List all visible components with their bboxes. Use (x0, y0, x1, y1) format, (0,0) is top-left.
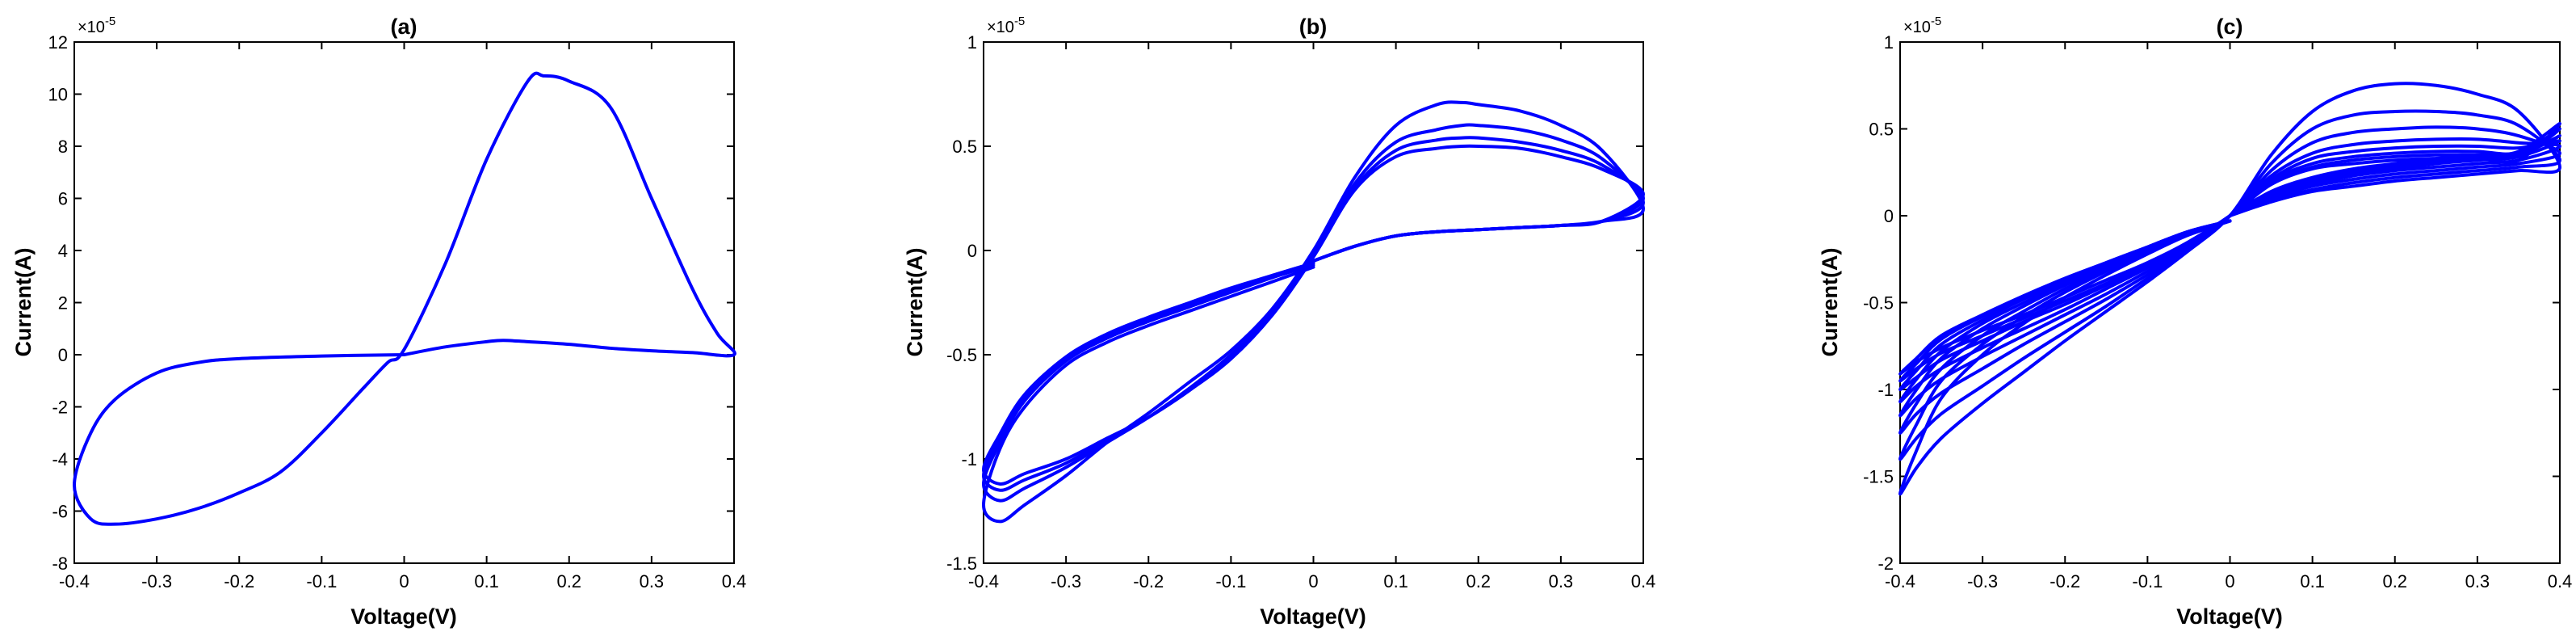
panel-b-x-tick-label: -0.4 (968, 571, 999, 591)
panel-c-x-tick-label: -0.1 (2132, 571, 2163, 591)
panel-a-y-scale-exponent: -5 (105, 15, 115, 28)
panel-b-x-tick-label: 0.2 (1466, 571, 1491, 591)
panel-c-plot-frame (1899, 41, 2561, 564)
panel-c-y-tick-label: 0 (1884, 206, 1894, 226)
panel-a-y-tick-label: -4 (52, 449, 68, 469)
panel-b-y-scale-factor: ×10-5 (987, 15, 1025, 36)
panel-a-y-scale-base: ×10 (78, 19, 105, 36)
panel-b-y-axis-label: Current(A) (903, 248, 927, 357)
panel-c-series-8 (1898, 122, 2561, 376)
panel-a-x-tick-label: -0.4 (59, 571, 90, 591)
panel-b-curves (982, 100, 1645, 524)
panel-c-series-2 (1898, 109, 2561, 461)
panel-b-y-tick-label: 0.5 (952, 137, 977, 157)
panel-a-y-axis-label: Current(A) (11, 248, 36, 357)
panel-a-y-tick-label: 4 (58, 241, 68, 261)
panel-b-y-ticks: -1.5 -1 -0.5 0 0.5 1 (946, 32, 1643, 574)
panel-c-x-ticks: -0.4 -0.3 -0.2 -0.1 0 0.1 0.2 0.3 0.4 (1885, 42, 2572, 591)
panel-c-x-tick-label: 0.1 (2300, 571, 2325, 591)
panel-c-x-tick-label: 0.3 (2465, 571, 2490, 591)
panel-c-series-5 (1898, 139, 2561, 404)
panel-c-y-tick-label: -0.5 (1863, 293, 1894, 314)
panel-a-x-tick-label: -0.2 (224, 571, 254, 591)
panel-c-x-tick-label: 0.4 (2548, 571, 2573, 591)
panel-a-y-tick-label: -2 (52, 398, 68, 418)
panel-b-x-tick-label: 0.4 (1631, 571, 1656, 591)
panel-a-y-tick-label: 8 (58, 137, 68, 157)
panel-a-y-scale-factor: ×10-5 (78, 15, 115, 36)
panel-c-y-scale-base: ×10 (1903, 19, 1931, 36)
panel-a-x-tick-label: 0 (399, 571, 409, 591)
panel-b-y-tick-label: -1.5 (946, 554, 977, 574)
panel-b-y-tick-label: 0 (967, 241, 977, 261)
panel-a-y-tick-label: -8 (52, 554, 68, 574)
panel-a-series-1 (73, 71, 736, 526)
panel-a-x-ticks: -0.4 -0.3 -0.2 -0.1 0 0.1 0.2 0.3 0.4 (59, 42, 746, 591)
panel-b-series-3 (982, 136, 1645, 492)
panel-c-y-tick-label: 1 (1884, 32, 1894, 53)
panel-c-y-axis-label: Current(A) (1818, 248, 1842, 357)
panel-c: -0.4 -0.3 -0.2 -0.1 0 0.1 0.2 0.3 0.4 -2-1.5-1-0… (1818, 15, 2572, 629)
panel-b-series-4 (982, 144, 1645, 486)
panel-c-x-tick-label: 0 (2225, 571, 2234, 591)
panel-a-title: (a) (391, 15, 417, 39)
panel-a-y-tick-label: 6 (58, 189, 68, 209)
panel-a-y-tick-label: 10 (48, 85, 68, 105)
panel-c-y-tick-label: -1 (1877, 380, 1894, 400)
panel-c-y-tick-label: 0.5 (1869, 120, 1894, 140)
panel-b-y-scale-base: ×10 (987, 19, 1014, 36)
panel-a-x-tick-label: 0.1 (474, 571, 499, 591)
panel-a-x-tick-label: 0.3 (640, 571, 665, 591)
panel-b-title: (b) (1299, 15, 1327, 39)
panel-a-x-tick-label: -0.3 (141, 571, 172, 591)
panel-c-y-tick-label: -1.5 (1863, 467, 1894, 487)
panel-c-x-tick-label: -0.2 (2049, 571, 2080, 591)
panel-c-title: (c) (2217, 15, 2243, 39)
panel-b-plot-frame (983, 41, 1644, 564)
panel-b-x-tick-label: 0.1 (1383, 571, 1408, 591)
panel-a: -0.4 -0.3 -0.2 -0.1 0 0.1 0.2 0.3 0.4 -8 -6 -4 -2 0 2… (11, 15, 746, 629)
panel-c-x-tick-label: -0.4 (1885, 571, 1915, 591)
panel-b-x-tick-label: -0.2 (1133, 571, 1164, 591)
panel-c-curves (1898, 82, 2561, 496)
panel-b-x-axis-label: Voltage(V) (1260, 604, 1366, 629)
panel-b-series-2 (982, 123, 1645, 503)
panel-a-x-tick-label: 0.4 (722, 571, 747, 591)
panel-b-y-scale-exponent: -5 (1014, 15, 1025, 28)
panel-b-x-tick-label: -0.3 (1051, 571, 1081, 591)
panel-a-y-ticks: -8 -6 -4 -2 0 2 4 6 8 10 12 (48, 32, 734, 574)
panel-b-y-tick-label: 1 (967, 32, 977, 53)
panel-a-x-axis-label: Voltage(V) (350, 604, 457, 629)
panel-c-y-scale-factor: ×10-5 (1903, 15, 1941, 36)
panel-a-y-tick-label: 12 (48, 32, 68, 53)
panel-c-x-tick-label: -0.3 (1967, 571, 1998, 591)
panel-c-x-axis-label: Voltage(V) (2176, 604, 2283, 629)
panel-a-plot-frame (73, 41, 735, 564)
panel-b-x-tick-label: 0.3 (1549, 571, 1574, 591)
panel-b: -0.4 -0.3 -0.2 -0.1 0 0.1 0.2 0.3 0.4 -1.5 -1 -0.5… (903, 15, 1655, 629)
panel-a-x-tick-label: -0.1 (306, 571, 337, 591)
panel-a-y-tick-label: 2 (58, 293, 68, 314)
panel-b-y-tick-label: -0.5 (946, 345, 977, 365)
panel-a-curves (73, 71, 736, 526)
panel-c-y-tick-label: -2 (1877, 554, 1894, 574)
panel-a-y-tick-label: -6 (52, 502, 68, 522)
panel-b-x-ticks: -0.4 -0.3 -0.2 -0.1 0 0.1 0.2 0.3 0.4 (968, 42, 1655, 591)
panel-b-y-tick-label: -1 (961, 449, 977, 469)
panel-c-x-tick-label: 0.2 (2382, 571, 2407, 591)
panel-c-y-scale-exponent: -5 (1931, 15, 1941, 28)
panel-a-y-tick-label: 0 (58, 345, 68, 365)
panel-b-x-tick-label: 0 (1308, 571, 1318, 591)
panel-a-x-tick-label: 0.2 (556, 571, 581, 591)
panel-b-x-tick-label: -0.1 (1215, 571, 1246, 591)
